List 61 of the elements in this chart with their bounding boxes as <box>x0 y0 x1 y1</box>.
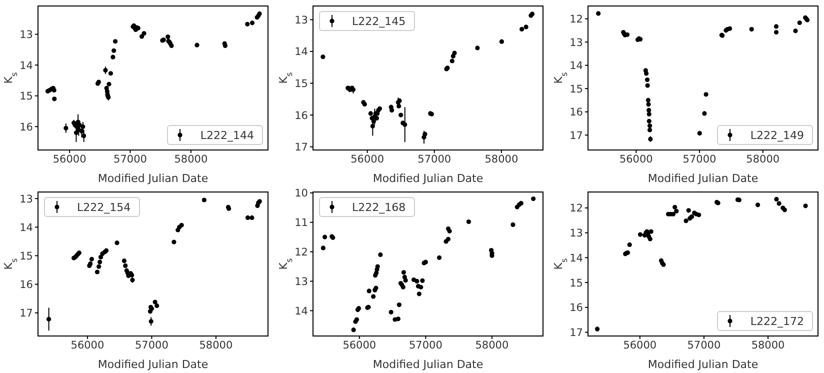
x-tick-label: 58000 <box>484 153 518 166</box>
y-tick-label: 17 <box>570 326 583 339</box>
x-tick-label: 57000 <box>408 339 442 352</box>
y-tick-label: 17 <box>570 130 583 142</box>
y-tick-label: 16 <box>570 106 584 119</box>
y-tick-label: 14 <box>294 305 308 318</box>
legend-label: L222_149 <box>750 128 804 142</box>
y-tick-label: 10 <box>294 188 308 200</box>
y-tick-label: 14 <box>570 60 584 72</box>
x-tick-label: 57000 <box>135 339 168 352</box>
y-tick-label: 17 <box>20 308 33 320</box>
legend-label: L222_172 <box>750 314 804 328</box>
y-tick-label: 15 <box>570 277 583 290</box>
x-tick-label: 56000 <box>350 153 384 166</box>
x-tick-label: 56000 <box>623 339 657 352</box>
x-axis-title: Modified Julian Date <box>648 358 758 371</box>
x-tick-label: 57000 <box>687 339 721 352</box>
x-axis-title: Modified Julian Date <box>372 172 484 185</box>
x-tick-label: 58000 <box>475 339 509 352</box>
y-tick-label: 14 <box>294 46 308 58</box>
y-tick-label: 12 <box>294 246 308 259</box>
y-tick-label: 13 <box>20 29 33 42</box>
y-tick-label: 13 <box>294 276 308 288</box>
y-tick-label: 12 <box>570 14 583 26</box>
x-tick-label: 56000 <box>52 153 86 166</box>
y-tick-label: 16 <box>20 279 34 292</box>
y-tick-label: 14 <box>570 252 584 264</box>
y-tick-label: 13 <box>20 193 33 206</box>
x-axis-title: Modified Julian Date <box>648 172 758 185</box>
y-tick-label: 16 <box>294 110 308 122</box>
x-tick-label: 58000 <box>174 153 208 166</box>
x-tick-label: 56000 <box>342 339 376 352</box>
y-tick-label: 15 <box>294 78 308 90</box>
x-tick-label: 58000 <box>751 339 785 352</box>
y-tick-label: 15 <box>570 83 583 96</box>
x-tick-label: 57000 <box>682 153 716 166</box>
y-tick-label: 14 <box>20 60 34 72</box>
y-tick-label: 16 <box>570 302 584 314</box>
y-tick-label: 16 <box>20 121 34 134</box>
x-tick-label: 56000 <box>70 339 104 352</box>
x-tick-label: 57000 <box>418 153 452 166</box>
y-tick-label: 11 <box>294 217 308 230</box>
x-tick-label: 58000 <box>199 339 233 352</box>
y-tick-label: 13 <box>570 228 583 240</box>
y-tick-label: 15 <box>20 90 33 103</box>
x-tick-label: 58000 <box>746 153 780 166</box>
x-axis-title: Modified Julian Date <box>98 172 208 185</box>
legend-label: L222_145 <box>352 14 406 28</box>
y-tick-label: 17 <box>294 142 308 154</box>
x-tick-label: 56000 <box>619 153 653 166</box>
y-tick-label: 12 <box>570 202 583 215</box>
legend-label: L222_168 <box>352 200 406 214</box>
y-tick-label: 14 <box>20 222 34 234</box>
y-tick-label: 13 <box>570 36 583 49</box>
legend-label: L222_154 <box>77 200 131 214</box>
x-axis-title: Modified Julian Date <box>98 358 208 371</box>
x-axis-title: Modified Julian Date <box>372 358 484 371</box>
y-tick-label: 13 <box>294 14 308 26</box>
legend-label: L222_144 <box>200 128 254 142</box>
y-tick-label: 15 <box>20 250 33 262</box>
x-tick-label: 57000 <box>114 153 147 166</box>
